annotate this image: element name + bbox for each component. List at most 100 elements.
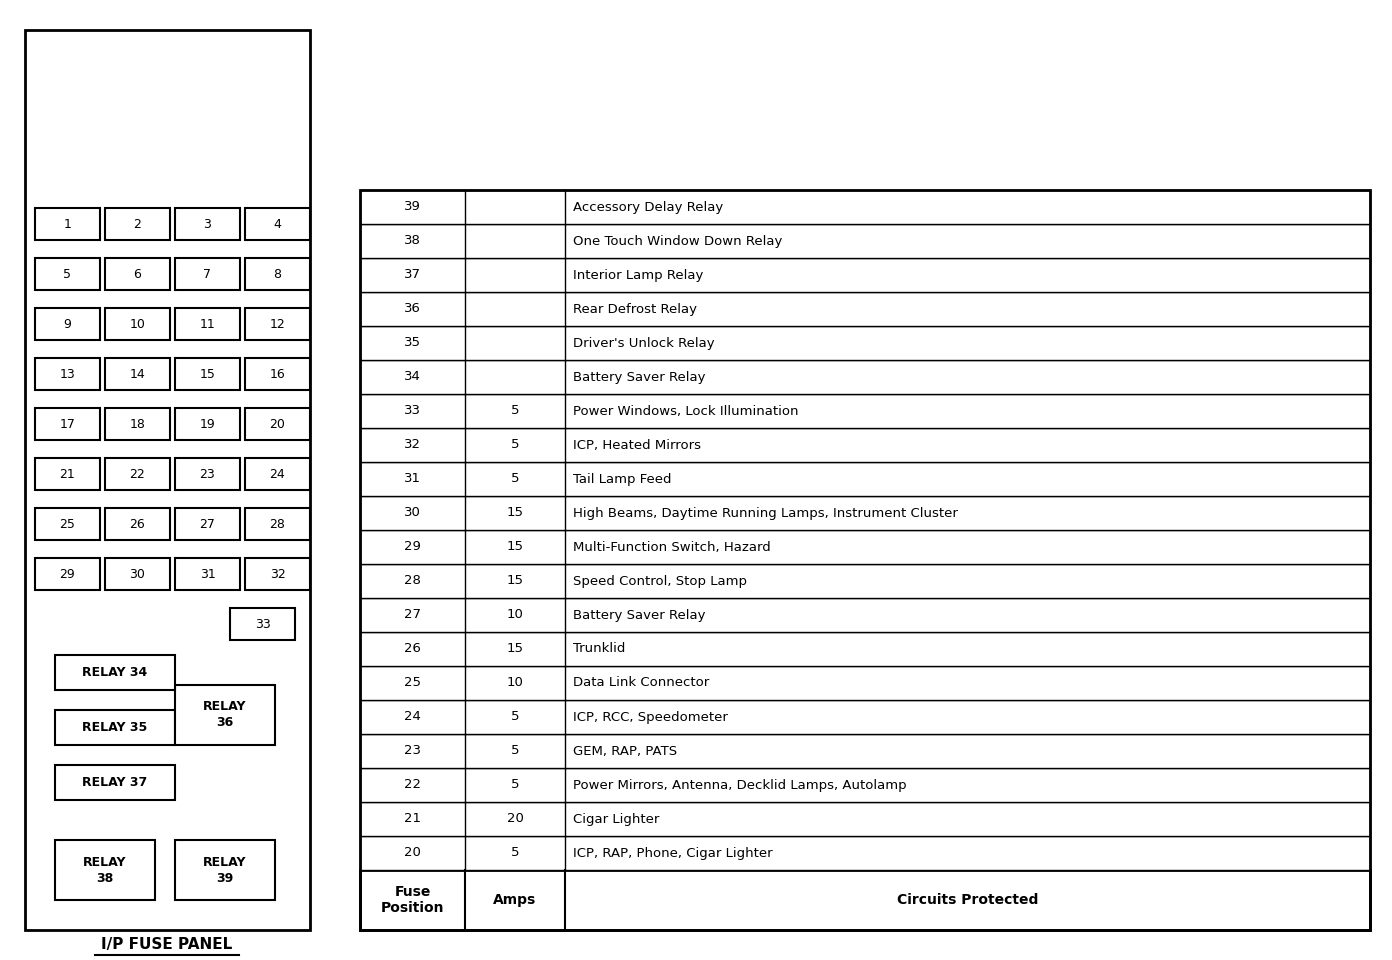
Text: 5: 5: [511, 472, 519, 486]
Text: 21: 21: [404, 812, 420, 826]
Bar: [35, 208, 100, 240]
Text: ICP, RAP, Phone, Cigar Lighter: ICP, RAP, Phone, Cigar Lighter: [574, 847, 773, 859]
Text: 22: 22: [129, 468, 145, 481]
Bar: [104, 558, 170, 590]
Text: 37: 37: [404, 269, 420, 281]
Text: 28: 28: [404, 574, 420, 588]
Bar: [361, 734, 1370, 768]
Bar: [104, 458, 170, 490]
Text: 11: 11: [199, 318, 216, 330]
Bar: [56, 840, 155, 900]
Text: Trunklid: Trunklid: [574, 642, 625, 656]
Text: 25: 25: [404, 677, 420, 689]
Text: 5: 5: [511, 779, 519, 791]
Text: 24: 24: [404, 710, 420, 724]
Bar: [361, 496, 1370, 530]
Bar: [361, 632, 1370, 666]
Text: Multi-Function Switch, Hazard: Multi-Function Switch, Hazard: [574, 540, 771, 554]
Text: 36: 36: [404, 302, 420, 316]
Text: 1: 1: [64, 218, 71, 230]
Bar: [35, 508, 100, 540]
Bar: [361, 292, 1370, 326]
Text: 32: 32: [404, 439, 420, 451]
Bar: [25, 30, 310, 930]
Text: RELAY
38: RELAY 38: [84, 855, 127, 884]
Text: One Touch Window Down Relay: One Touch Window Down Relay: [574, 234, 782, 248]
Text: ICP, RCC, Speedometer: ICP, RCC, Speedometer: [574, 710, 728, 724]
Bar: [245, 458, 310, 490]
Text: 20: 20: [404, 847, 420, 859]
Text: 18: 18: [129, 418, 145, 430]
Text: 7: 7: [203, 268, 212, 280]
Bar: [230, 608, 295, 640]
Text: RELAY
36: RELAY 36: [203, 701, 246, 730]
Text: 35: 35: [404, 337, 420, 349]
Text: 33: 33: [255, 617, 270, 631]
Bar: [361, 700, 1370, 734]
Text: Power Mirrors, Antenna, Decklid Lamps, Autolamp: Power Mirrors, Antenna, Decklid Lamps, A…: [574, 779, 906, 791]
Text: 10: 10: [129, 318, 145, 330]
Text: 9: 9: [64, 318, 71, 330]
Bar: [35, 558, 100, 590]
Bar: [361, 802, 1370, 836]
Text: 24: 24: [270, 468, 285, 481]
Text: 27: 27: [404, 609, 420, 621]
Text: 32: 32: [270, 567, 285, 581]
Bar: [175, 408, 239, 440]
Bar: [361, 666, 1370, 700]
Text: 20: 20: [507, 812, 523, 826]
Text: 3: 3: [203, 218, 212, 230]
Bar: [104, 208, 170, 240]
Text: RELAY 37: RELAY 37: [82, 776, 148, 789]
Bar: [245, 558, 310, 590]
Bar: [175, 258, 239, 290]
Bar: [361, 530, 1370, 564]
Bar: [175, 358, 239, 390]
Bar: [104, 508, 170, 540]
Text: 26: 26: [404, 642, 420, 656]
Text: 23: 23: [404, 745, 420, 757]
Bar: [104, 258, 170, 290]
Text: GEM, RAP, PATS: GEM, RAP, PATS: [574, 745, 677, 757]
Text: 5: 5: [511, 439, 519, 451]
Text: 6: 6: [134, 268, 142, 280]
Text: RELAY 35: RELAY 35: [82, 721, 148, 734]
Text: Driver's Unlock Relay: Driver's Unlock Relay: [574, 337, 714, 349]
Text: 15: 15: [507, 642, 523, 656]
Bar: [361, 394, 1370, 428]
Text: Fuse
Position: Fuse Position: [381, 885, 444, 915]
Text: 2: 2: [134, 218, 142, 230]
Text: 21: 21: [60, 468, 75, 481]
Bar: [361, 224, 1370, 258]
Text: 20: 20: [270, 418, 285, 430]
Bar: [245, 208, 310, 240]
Bar: [361, 564, 1370, 598]
Bar: [175, 508, 239, 540]
Bar: [56, 710, 175, 745]
Text: RELAY 34: RELAY 34: [82, 666, 148, 679]
Text: 28: 28: [270, 517, 285, 531]
Text: Tail Lamp Feed: Tail Lamp Feed: [574, 472, 671, 486]
Bar: [175, 685, 276, 745]
Text: Interior Lamp Relay: Interior Lamp Relay: [574, 269, 703, 281]
Bar: [361, 258, 1370, 292]
Text: 30: 30: [404, 507, 420, 519]
Text: 13: 13: [60, 368, 75, 380]
Text: 29: 29: [404, 540, 420, 554]
Bar: [35, 308, 100, 340]
Bar: [175, 558, 239, 590]
Text: 4: 4: [274, 218, 281, 230]
Text: 10: 10: [507, 677, 523, 689]
Text: 15: 15: [507, 574, 523, 588]
Text: 22: 22: [404, 779, 420, 791]
Text: RELAY
39: RELAY 39: [203, 855, 246, 884]
Text: 14: 14: [129, 368, 145, 380]
Bar: [361, 768, 1370, 802]
Bar: [361, 190, 1370, 930]
Bar: [56, 655, 175, 690]
Bar: [361, 598, 1370, 632]
Bar: [245, 408, 310, 440]
Text: 17: 17: [60, 418, 75, 430]
Text: 26: 26: [129, 517, 145, 531]
Text: Cigar Lighter: Cigar Lighter: [574, 812, 660, 826]
